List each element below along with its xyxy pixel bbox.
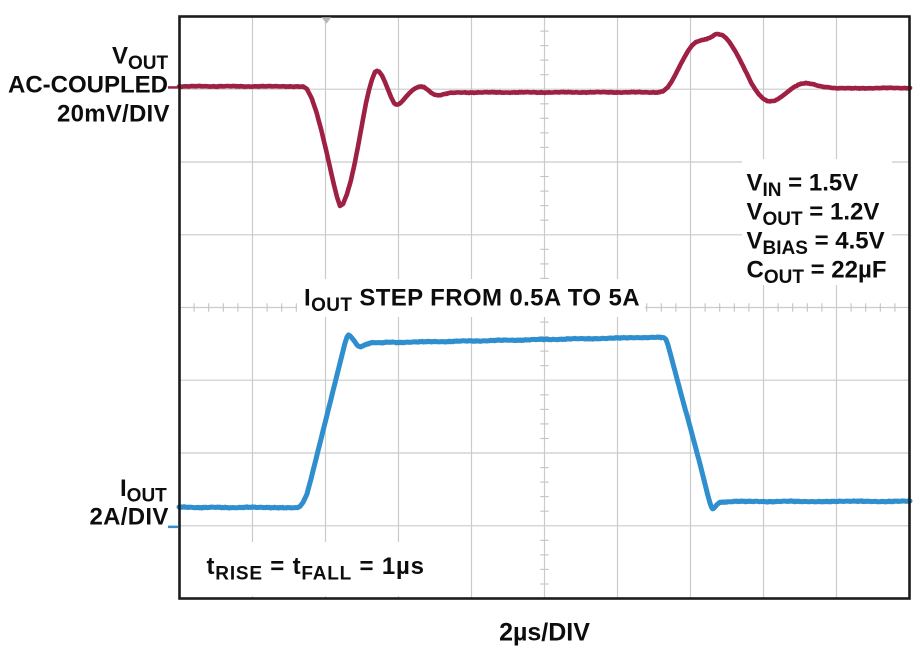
svg-text:2µs/DIV: 2µs/DIV — [499, 619, 590, 647]
svg-text:IOUT​ STEP FROM 0.5A TO 5A: IOUT​ STEP FROM 0.5A TO 5A — [304, 285, 640, 317]
svg-text:20mV/DIV: 20mV/DIV — [57, 100, 170, 127]
svg-text:VOUT​ = 1.2V: VOUT​ = 1.2V — [747, 198, 880, 230]
svg-text:AC-COUPLED: AC-COUPLED — [8, 71, 168, 98]
svg-text:2A/DIV: 2A/DIV — [90, 504, 169, 531]
